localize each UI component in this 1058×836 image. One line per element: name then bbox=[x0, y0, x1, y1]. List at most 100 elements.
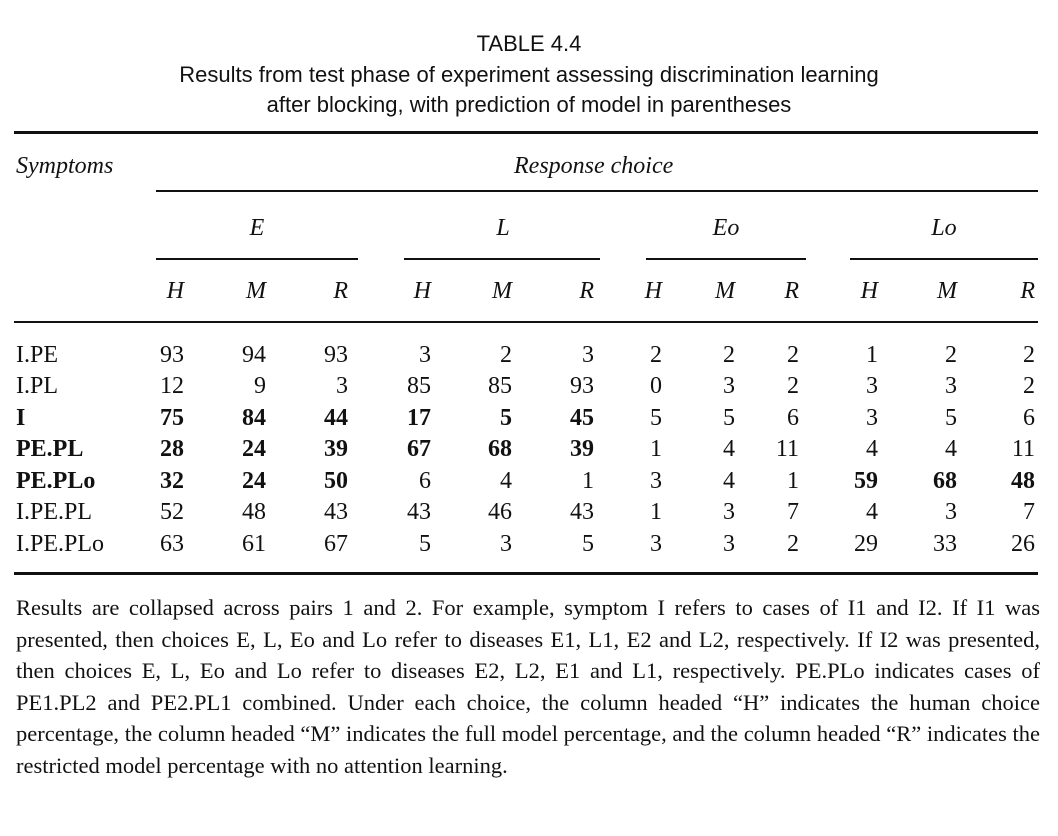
subcolumn-header-r: R bbox=[1020, 278, 1035, 304]
table-cell: 61 bbox=[242, 531, 266, 557]
table-cell: 17 bbox=[407, 405, 431, 431]
table-cell: 5 bbox=[945, 405, 957, 431]
subcolumn-header-r: R bbox=[579, 278, 594, 304]
table-cell: 3 bbox=[866, 405, 878, 431]
table-cell: 11 bbox=[1011, 436, 1035, 462]
group-underline-l bbox=[404, 258, 600, 260]
table-cell: 2 bbox=[1023, 342, 1035, 368]
table-cell: 2 bbox=[787, 531, 799, 557]
table-cell: 93 bbox=[570, 373, 594, 399]
table-cell: 3 bbox=[336, 373, 348, 399]
table-cell: 46 bbox=[488, 499, 512, 525]
table-cell: 2 bbox=[787, 342, 799, 368]
table-title-line-2: after blocking, with prediction of model… bbox=[266, 92, 792, 117]
table-cell: 2 bbox=[650, 342, 662, 368]
table-cell: 7 bbox=[787, 499, 799, 525]
subcolumn-header-h: H bbox=[860, 278, 878, 304]
table-cell: 94 bbox=[242, 342, 266, 368]
header-rule bbox=[14, 321, 1038, 323]
table-cell: 85 bbox=[488, 373, 512, 399]
table-cell: 0 bbox=[650, 373, 662, 399]
table-cell: 1 bbox=[650, 436, 662, 462]
row-label: I.PE.PL bbox=[16, 499, 93, 525]
top-rule bbox=[14, 131, 1038, 134]
table-cell: 5 bbox=[723, 405, 735, 431]
symptoms-header: Symptoms bbox=[16, 153, 114, 179]
table-cell: 39 bbox=[324, 436, 348, 462]
table-cell: 33 bbox=[933, 531, 957, 557]
table-cell: 44 bbox=[324, 405, 348, 431]
table-cell: 3 bbox=[723, 499, 735, 525]
group-underline-e bbox=[156, 258, 358, 260]
table-cell: 84 bbox=[242, 405, 266, 431]
table-cell: 48 bbox=[1011, 468, 1035, 494]
table-label: TABLE 4.4 bbox=[476, 31, 582, 56]
table-cell: 85 bbox=[407, 373, 431, 399]
group-header-lo: Lo bbox=[931, 215, 957, 241]
table-cell: 26 bbox=[1011, 531, 1035, 557]
row-label: I.PL bbox=[16, 373, 58, 399]
subcolumn-header-h: H bbox=[413, 278, 431, 304]
table-cell: 68 bbox=[488, 436, 512, 462]
table-cell: 5 bbox=[582, 531, 594, 557]
table-cell: 4 bbox=[945, 436, 957, 462]
table-cell: 3 bbox=[945, 499, 957, 525]
table-cell: 9 bbox=[254, 373, 266, 399]
table-cell: 3 bbox=[866, 373, 878, 399]
subcolumn-header-m: M bbox=[246, 278, 266, 304]
table-cell: 4 bbox=[500, 468, 512, 494]
table-cell: 3 bbox=[945, 373, 957, 399]
table-cell: 6 bbox=[787, 405, 799, 431]
row-label: I.PE bbox=[16, 342, 58, 368]
table-cell: 75 bbox=[160, 405, 184, 431]
table-cell: 1 bbox=[866, 342, 878, 368]
table-cell: 1 bbox=[650, 499, 662, 525]
table-cell: 2 bbox=[723, 342, 735, 368]
table-cell: 3 bbox=[419, 342, 431, 368]
subcolumn-header-m: M bbox=[715, 278, 735, 304]
table-cell: 50 bbox=[324, 468, 348, 494]
table-cell: 43 bbox=[570, 499, 594, 525]
table-cell: 2 bbox=[1023, 373, 1035, 399]
table-cell: 6 bbox=[1023, 405, 1035, 431]
table-cell: 63 bbox=[160, 531, 184, 557]
table-cell: 7 bbox=[1023, 499, 1035, 525]
table-cell: 43 bbox=[324, 499, 348, 525]
table-cell: 45 bbox=[570, 405, 594, 431]
table-cell: 3 bbox=[650, 468, 662, 494]
table-cell: 1 bbox=[787, 468, 799, 494]
table-cell: 52 bbox=[160, 499, 184, 525]
table-cell: 93 bbox=[324, 342, 348, 368]
table-cell: 2 bbox=[787, 373, 799, 399]
row-label: I bbox=[16, 405, 26, 431]
row-label: PE.PL bbox=[16, 436, 84, 462]
table-cell: 48 bbox=[242, 499, 266, 525]
table-cell: 4 bbox=[866, 436, 878, 462]
table-cell: 2 bbox=[945, 342, 957, 368]
table-cell: 3 bbox=[650, 531, 662, 557]
table-cell: 67 bbox=[407, 436, 431, 462]
group-underline-eo bbox=[646, 258, 806, 260]
subcolumn-header-h: H bbox=[644, 278, 662, 304]
subcolumn-header-m: M bbox=[492, 278, 512, 304]
table-cell: 4 bbox=[866, 499, 878, 525]
group-header-l: L bbox=[496, 215, 510, 241]
table-cell: 3 bbox=[582, 342, 594, 368]
table-cell: 5 bbox=[500, 405, 512, 431]
table-cell: 29 bbox=[854, 531, 878, 557]
subcolumn-header-m: M bbox=[937, 278, 957, 304]
row-label: PE.PLo bbox=[16, 468, 96, 494]
table-cell: 28 bbox=[160, 436, 184, 462]
table-cell: 39 bbox=[570, 436, 594, 462]
subcolumn-header-r: R bbox=[333, 278, 348, 304]
table-cell: 12 bbox=[160, 373, 184, 399]
group-underline-lo bbox=[850, 258, 1038, 260]
row-label: I.PE.PLo bbox=[16, 531, 105, 557]
group-header-e: E bbox=[249, 215, 265, 241]
table-footnote: Results are collapsed across pairs 1 and… bbox=[16, 595, 1040, 778]
table-cell: 43 bbox=[407, 499, 431, 525]
table-cell: 3 bbox=[723, 531, 735, 557]
table-cell: 6 bbox=[419, 468, 431, 494]
table-cell: 5 bbox=[419, 531, 431, 557]
response-choice-header: Response choice bbox=[514, 153, 674, 179]
